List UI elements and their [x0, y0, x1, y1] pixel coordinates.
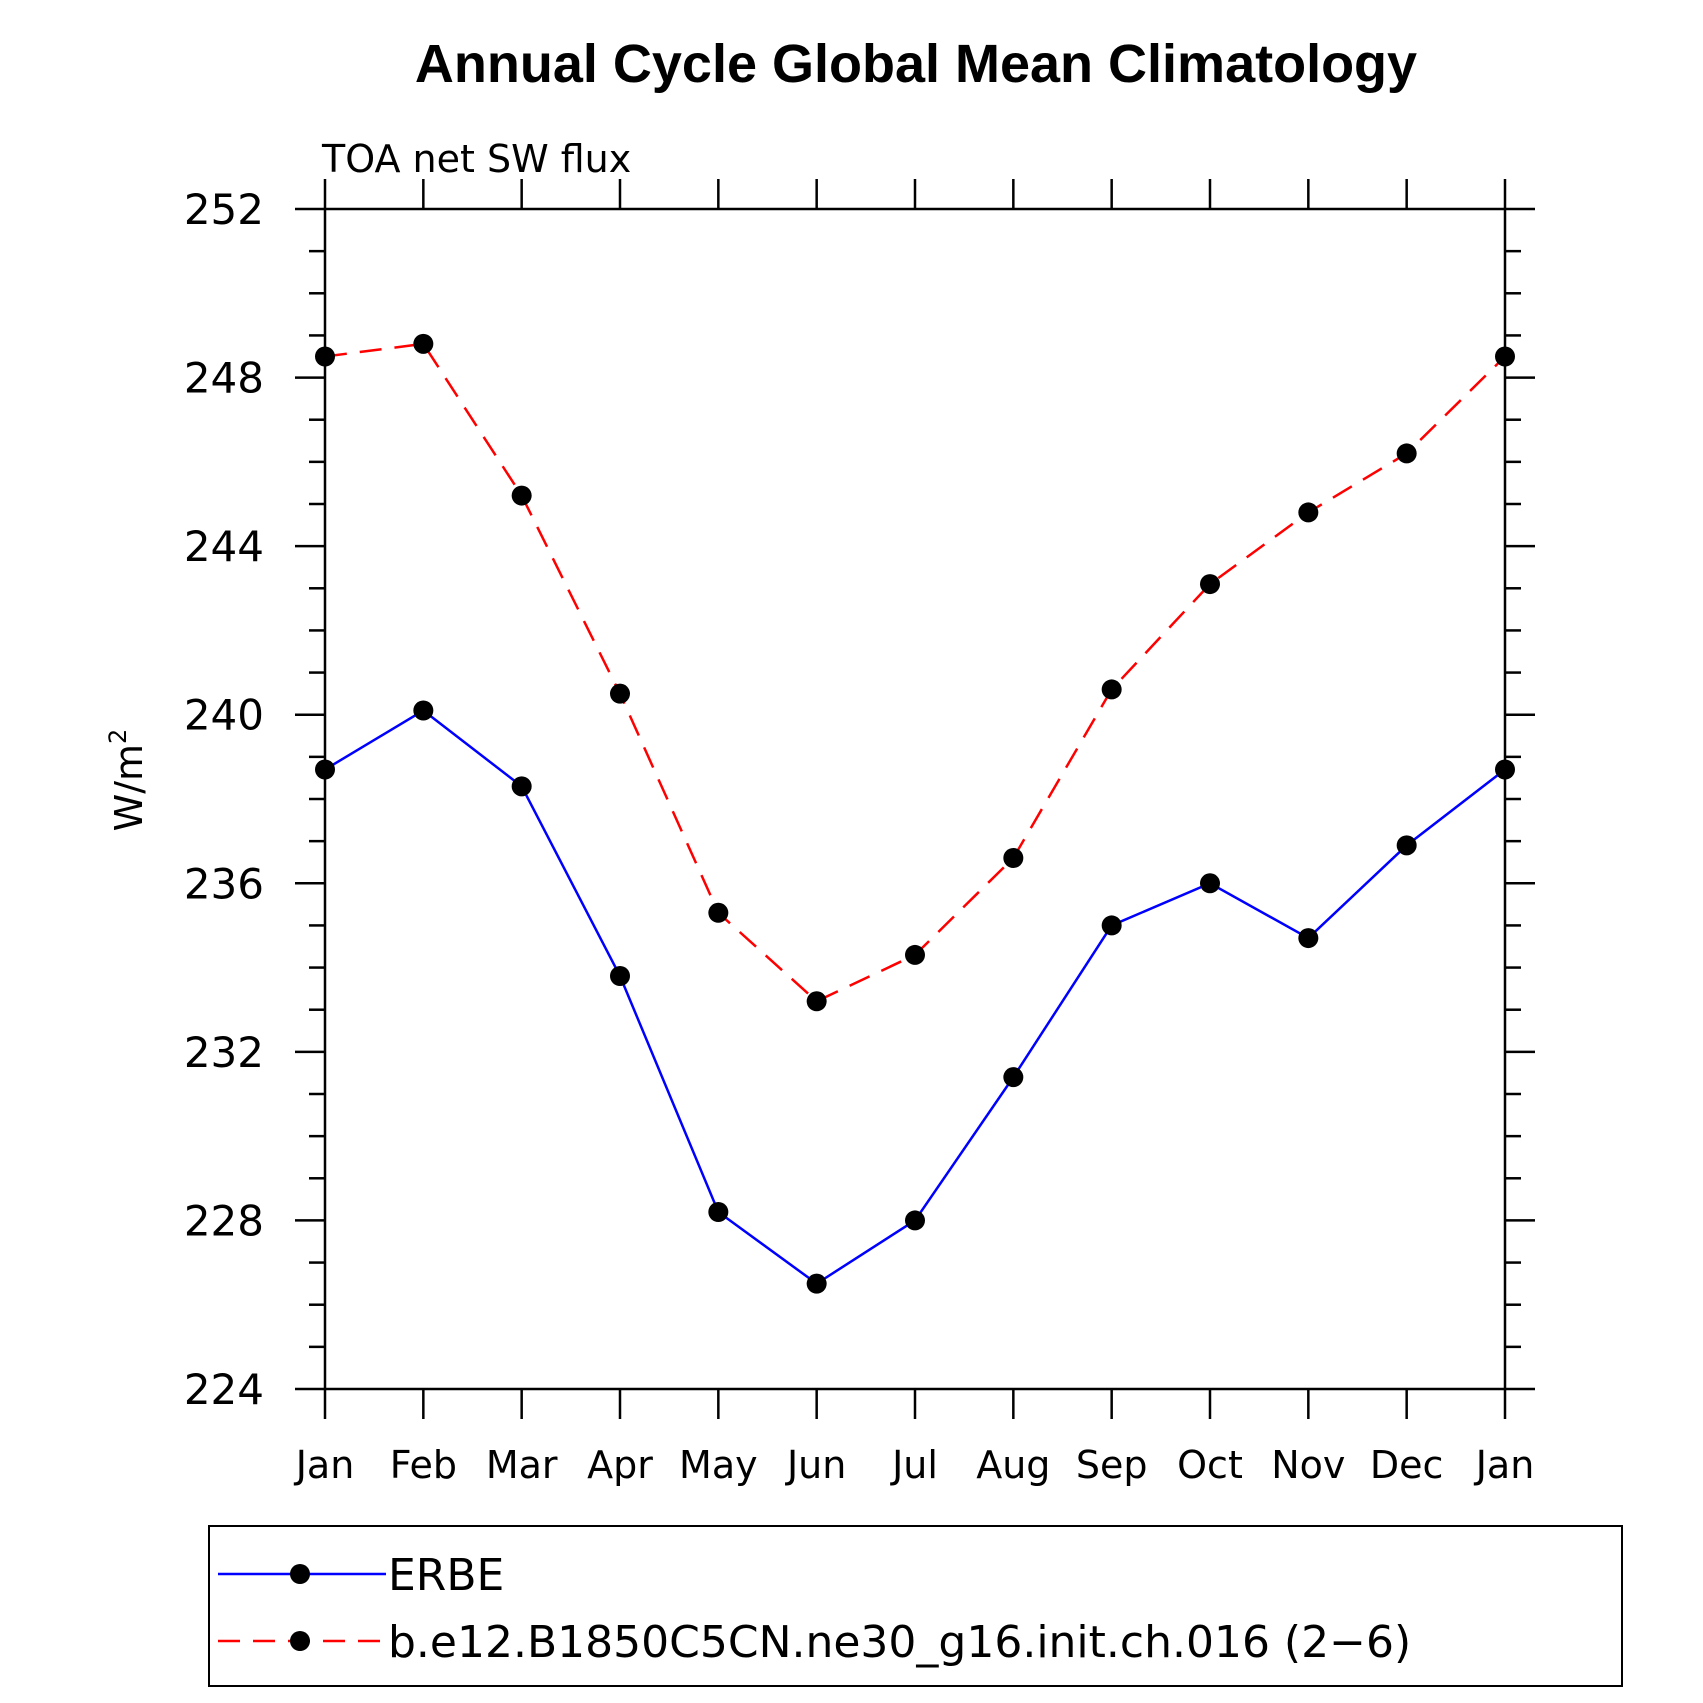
y-tick-label: 244 — [184, 522, 264, 571]
data-point-series-0 — [1101, 915, 1122, 936]
x-tick-labels: Jan Feb Mar Apr May Jun Jul Aug Sep Oct Nov Dec Jan — [294, 1443, 1535, 1487]
data-point-series-1 — [1495, 346, 1515, 367]
legend-marker-0 — [290, 1564, 310, 1584]
x-tick-label: Mar — [486, 1443, 558, 1487]
y-tick-label: 236 — [184, 859, 264, 908]
data-point-series-0 — [610, 966, 630, 986]
x-tick-label: Dec — [1370, 1443, 1444, 1487]
data-point-series-0 — [1396, 835, 1417, 856]
data-point-series-0 — [708, 1202, 729, 1222]
x-tick-label: Jul — [890, 1443, 938, 1487]
data-point-series-1 — [413, 333, 434, 354]
y-tick-label: 248 — [184, 354, 264, 403]
x-tick-label: May — [679, 1443, 758, 1487]
x-tick-label: Jan — [1474, 1443, 1535, 1487]
data-point-series-0 — [806, 1273, 827, 1294]
x-tick-label: Jun — [785, 1443, 846, 1487]
y-tick-label: 252 — [184, 185, 264, 234]
data-point-series-0 — [315, 759, 335, 780]
data-point-series-0 — [1495, 759, 1515, 780]
data-point-series-0 — [511, 776, 532, 797]
legend-label-1: b.e12.B1850C5CN.ne30_g16.init.ch.016 (2−… — [388, 1617, 1411, 1668]
x-tick-label: Nov — [1271, 1443, 1345, 1487]
y-axis-label: W/m2 — [104, 729, 151, 832]
data-point-series-1 — [1101, 679, 1122, 700]
y-tick-label: 228 — [184, 1196, 264, 1245]
series-line-1 — [324, 342, 1506, 1003]
legend: ERBE b.e12.B1850C5CN.ne30_g16.init.ch.016… — [208, 1525, 1623, 1687]
y-tick-label: 224 — [184, 1365, 264, 1414]
series-layer — [315, 333, 1515, 1294]
x-tick-label: Oct — [1177, 1443, 1243, 1487]
y-tick-label: 232 — [184, 1028, 264, 1077]
x-tick-label: Apr — [587, 1443, 653, 1487]
x-tick-label: Jan — [294, 1443, 355, 1487]
data-point-series-1 — [1396, 443, 1417, 464]
data-point-series-0 — [1298, 928, 1319, 949]
x-tick-label: Sep — [1076, 1443, 1148, 1487]
data-point-series-1 — [1200, 574, 1220, 595]
y-tick-labels: 224 228 232 236 240 244 248 252 — [184, 185, 264, 1414]
axis-ticks — [295, 179, 1535, 1419]
y-tick-label: 240 — [184, 691, 264, 740]
legend-marker-1 — [290, 1631, 310, 1651]
data-point-series-1 — [610, 683, 630, 704]
x-tick-label: Feb — [390, 1443, 457, 1487]
y-axis-label-base: W/m — [107, 744, 151, 831]
data-point-series-1 — [511, 485, 532, 506]
chart-subtitle: TOA net SW flux — [321, 137, 631, 181]
x-tick-label: Aug — [976, 1443, 1050, 1487]
data-point-series-1 — [806, 991, 827, 1012]
data-point-series-0 — [1200, 873, 1220, 894]
y-axis-label-superscript: 2 — [104, 729, 132, 744]
legend-label-0: ERBE — [388, 1550, 504, 1601]
data-point-series-1 — [1298, 502, 1319, 523]
data-point-series-1 — [708, 902, 729, 923]
data-point-series-0 — [413, 700, 434, 721]
data-point-series-1 — [315, 346, 335, 367]
data-point-series-0 — [1003, 1067, 1024, 1088]
legend-box — [208, 1525, 1623, 1687]
y-axis-label-group: W/m2 — [104, 729, 151, 832]
chart-title: Annual Cycle Global Mean Climatology — [415, 34, 1417, 94]
series-line-0 — [324, 708, 1506, 1286]
data-point-series-1 — [1003, 848, 1024, 868]
data-point-series-0 — [905, 1210, 925, 1231]
data-point-series-1 — [905, 944, 925, 965]
